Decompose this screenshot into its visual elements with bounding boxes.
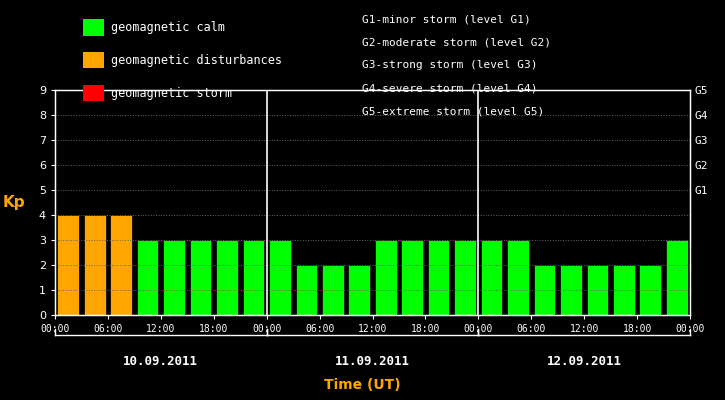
Text: 12.09.2011: 12.09.2011	[547, 355, 621, 368]
Bar	[507, 240, 529, 315]
Text: geomagnetic storm: geomagnetic storm	[111, 87, 232, 100]
Bar	[534, 265, 555, 315]
Bar	[587, 265, 608, 315]
Bar	[375, 240, 397, 315]
Bar	[269, 240, 291, 315]
Bar	[666, 240, 687, 315]
Bar	[163, 240, 185, 315]
Bar	[402, 240, 423, 315]
Bar	[216, 240, 238, 315]
Text: Kp: Kp	[2, 195, 25, 210]
Bar	[110, 215, 132, 315]
Text: geomagnetic disturbances: geomagnetic disturbances	[111, 54, 282, 67]
Bar	[137, 240, 159, 315]
Bar	[190, 240, 212, 315]
Text: 11.09.2011: 11.09.2011	[335, 355, 410, 368]
Bar	[57, 215, 79, 315]
Bar	[560, 265, 581, 315]
Text: 10.09.2011: 10.09.2011	[123, 355, 199, 368]
Bar	[613, 265, 634, 315]
Text: G5-extreme storm (level G5): G5-extreme storm (level G5)	[362, 107, 544, 117]
Text: Time (UT): Time (UT)	[324, 378, 401, 392]
Bar	[322, 265, 344, 315]
Bar	[84, 215, 106, 315]
Bar	[455, 240, 476, 315]
Text: G3-strong storm (level G3): G3-strong storm (level G3)	[362, 60, 538, 70]
Text: G4-severe storm (level G4): G4-severe storm (level G4)	[362, 84, 538, 94]
Text: G1-minor storm (level G1): G1-minor storm (level G1)	[362, 14, 531, 24]
Bar	[428, 240, 450, 315]
Bar	[243, 240, 265, 315]
Bar	[296, 265, 318, 315]
Bar	[481, 240, 502, 315]
Text: geomagnetic calm: geomagnetic calm	[111, 22, 225, 34]
Bar	[349, 265, 370, 315]
Text: G2-moderate storm (level G2): G2-moderate storm (level G2)	[362, 37, 552, 47]
Bar	[639, 265, 661, 315]
